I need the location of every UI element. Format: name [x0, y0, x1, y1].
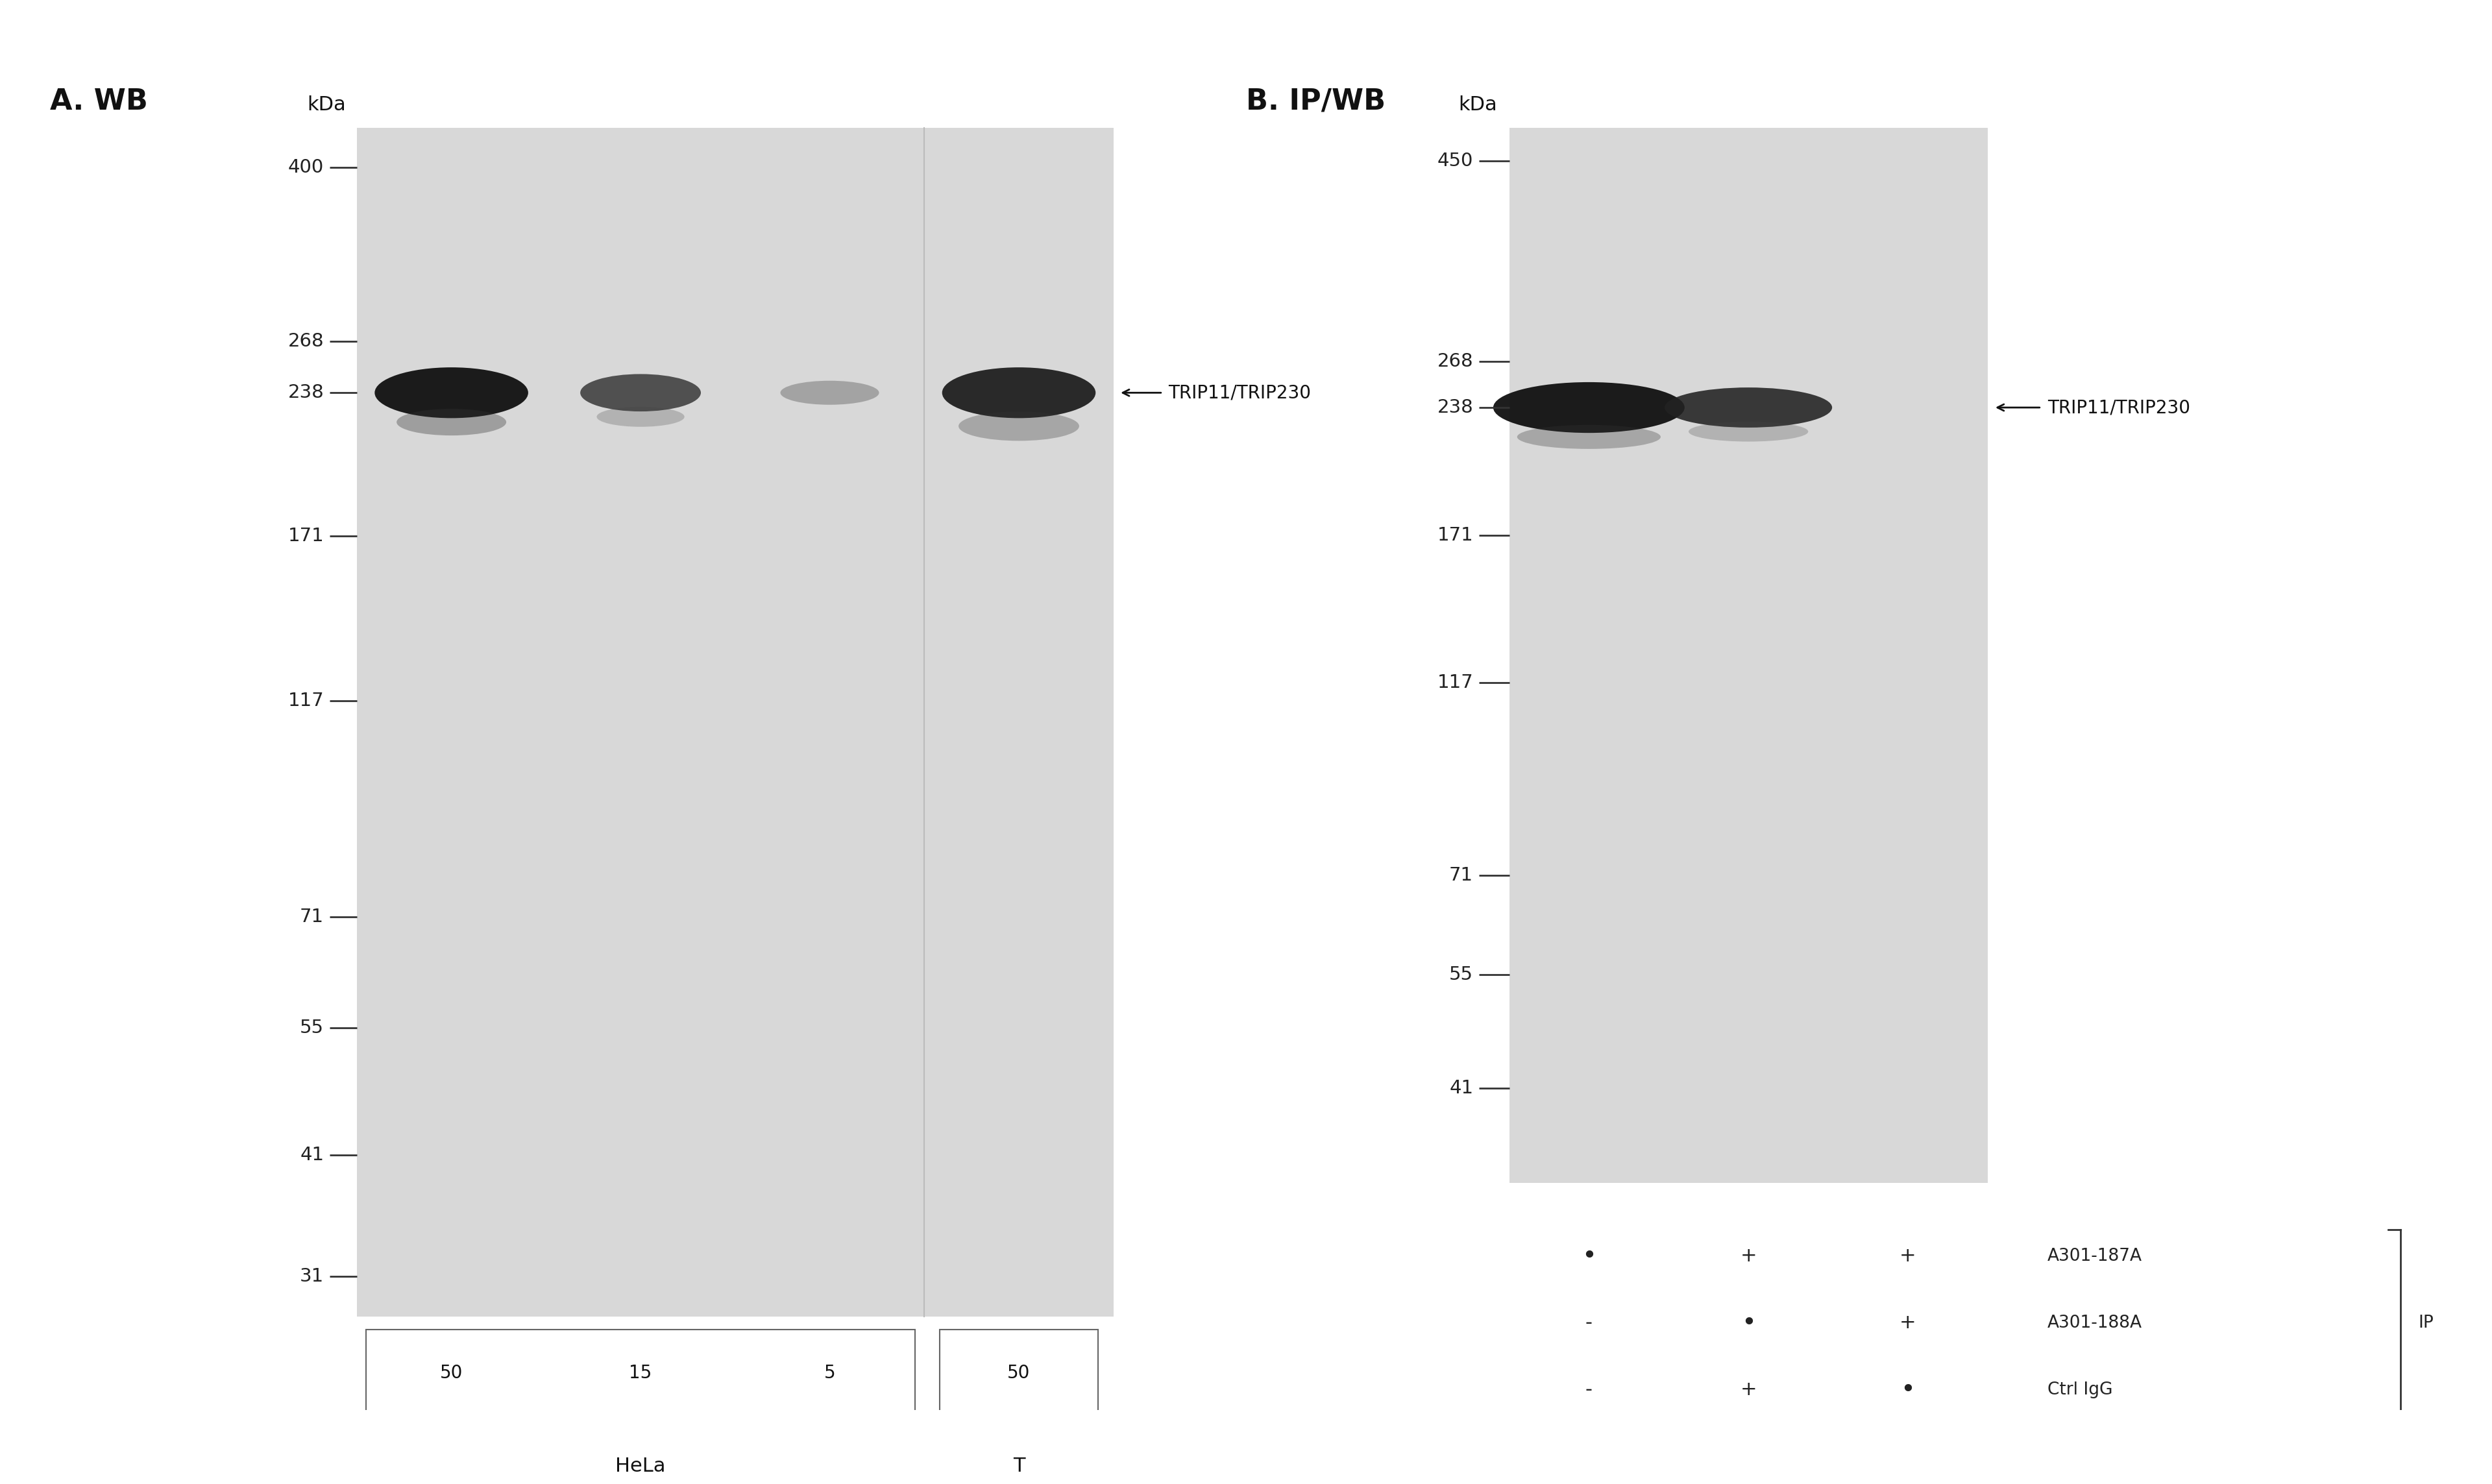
Text: 450: 450: [1438, 151, 1473, 171]
Ellipse shape: [1665, 387, 1832, 427]
Text: 268: 268: [289, 332, 324, 350]
Text: 31: 31: [299, 1267, 324, 1285]
Text: Ctrl IgG: Ctrl IgG: [2048, 1382, 2113, 1398]
Text: +: +: [1739, 1247, 1757, 1266]
Text: 50: 50: [441, 1364, 464, 1382]
Text: 71: 71: [299, 908, 324, 926]
Text: 117: 117: [287, 692, 324, 709]
Text: •: •: [1582, 1244, 1597, 1269]
Text: 268: 268: [1438, 353, 1473, 371]
Ellipse shape: [581, 374, 700, 411]
Text: 238: 238: [287, 384, 324, 402]
Text: 41: 41: [1450, 1079, 1473, 1097]
Text: HeLa: HeLa: [616, 1457, 665, 1475]
Text: kDa: kDa: [1458, 95, 1498, 114]
Text: kDa: kDa: [307, 95, 346, 114]
Ellipse shape: [959, 411, 1079, 441]
Text: 400: 400: [289, 159, 324, 177]
Text: 15: 15: [628, 1364, 653, 1382]
Text: 238: 238: [1438, 398, 1473, 417]
Ellipse shape: [780, 381, 880, 405]
Text: 50: 50: [1007, 1364, 1029, 1382]
Text: +: +: [1739, 1380, 1757, 1399]
Text: -: -: [1585, 1380, 1592, 1399]
Text: 117: 117: [1438, 674, 1473, 692]
Ellipse shape: [396, 408, 506, 435]
Text: 171: 171: [287, 527, 324, 545]
Text: +: +: [1899, 1313, 1916, 1333]
Text: 55: 55: [299, 1018, 324, 1037]
Text: 71: 71: [1450, 867, 1473, 884]
Ellipse shape: [374, 368, 528, 418]
Text: +: +: [1899, 1247, 1916, 1266]
Bar: [366, 1330, 915, 1416]
Ellipse shape: [1690, 421, 1809, 442]
Text: 41: 41: [299, 1146, 324, 1163]
Text: 5: 5: [825, 1364, 835, 1382]
Text: T: T: [1012, 1457, 1024, 1475]
Text: A301-187A: A301-187A: [2048, 1248, 2143, 1264]
Text: A301-188A: A301-188A: [2048, 1315, 2143, 1331]
Text: 55: 55: [1450, 966, 1473, 984]
Bar: [1510, 128, 1989, 1183]
Text: •: •: [1742, 1310, 1757, 1336]
Text: TRIP11/TRIP230: TRIP11/TRIP230: [2048, 398, 2190, 417]
Text: A. WB: A. WB: [50, 88, 147, 116]
Ellipse shape: [1493, 383, 1685, 433]
Text: B. IP/WB: B. IP/WB: [1246, 88, 1386, 116]
Bar: [356, 128, 1114, 1316]
Bar: [939, 1330, 1099, 1416]
Ellipse shape: [596, 407, 685, 427]
Text: -: -: [1585, 1313, 1592, 1333]
Text: IP: IP: [2417, 1315, 2435, 1331]
Text: •: •: [1901, 1377, 1916, 1402]
Text: TRIP11/TRIP230: TRIP11/TRIP230: [1169, 384, 1311, 402]
Ellipse shape: [942, 368, 1096, 418]
Ellipse shape: [1518, 424, 1660, 450]
Text: 171: 171: [1438, 527, 1473, 545]
